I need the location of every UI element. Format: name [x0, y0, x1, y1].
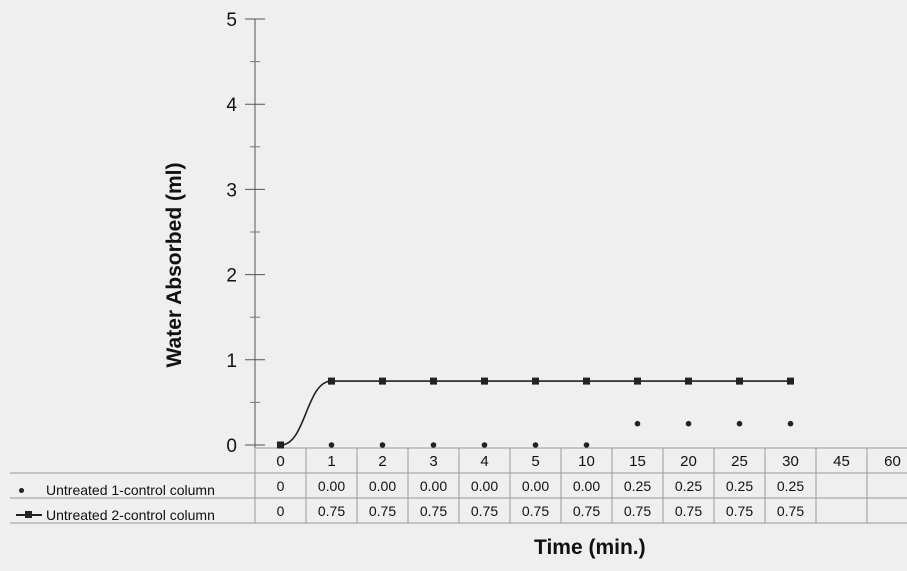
- data-point-square: [379, 377, 386, 385]
- x-tick-label: 60: [884, 453, 901, 470]
- data-point-dot: [634, 420, 641, 427]
- data-point-dot: [532, 442, 539, 448]
- legend-label-series-2: Untreated 2-control column: [46, 507, 215, 523]
- y-tick-label: 1: [226, 351, 237, 372]
- table-cell-value: 0.00: [522, 478, 549, 494]
- y-tick-label: 5: [226, 10, 237, 31]
- table-cell-value: 0.75: [522, 503, 549, 519]
- square-line-marker-icon: [16, 509, 42, 521]
- table-cell-value: 0.25: [726, 478, 753, 494]
- data-point-square: [481, 377, 488, 385]
- data-point-square: [736, 377, 743, 385]
- data-point-dot: [481, 442, 488, 448]
- x-tick-label: 3: [429, 453, 437, 470]
- table-cell-value: 0.75: [624, 503, 651, 519]
- data-point-dot: [328, 442, 335, 448]
- y-tick-label: 2: [226, 266, 237, 287]
- data-point-square: [277, 441, 284, 449]
- x-tick-label: 5: [531, 453, 539, 470]
- x-tick-label: 30: [782, 453, 799, 470]
- y-axis-label: Water Absorbed (ml): [163, 162, 186, 368]
- table-cell-value: 0.00: [318, 478, 345, 494]
- data-point-square: [532, 377, 539, 385]
- x-tick-label: 10: [578, 453, 595, 470]
- data-point-square: [634, 377, 641, 385]
- dot-marker-icon: [16, 484, 42, 496]
- data-point-dot: [379, 442, 386, 448]
- table-cell-value: 0.25: [675, 478, 702, 494]
- table-cell-value: 0.75: [726, 503, 753, 519]
- data-point-square: [583, 377, 590, 385]
- y-tick-label: 3: [226, 180, 237, 201]
- table-cell-value: 0.00: [420, 478, 447, 494]
- legend-label-series-1: Untreated 1-control column: [46, 482, 215, 498]
- series-line-2: [280, 380, 791, 446]
- data-point-square: [685, 377, 692, 385]
- legend-row-series-2: Untreated 2-control column: [16, 507, 215, 523]
- table-cell-value: 0.25: [624, 478, 651, 494]
- table-cell-value: 0.25: [777, 478, 804, 494]
- data-point-square: [787, 377, 794, 385]
- table-cell-value: 0.75: [318, 503, 345, 519]
- data-point-dot: [583, 442, 590, 448]
- x-tick-label: 25: [731, 453, 748, 470]
- y-tick-label: 0: [226, 436, 237, 457]
- table-cell-value: 0.00: [573, 478, 600, 494]
- y-tick-label: 4: [226, 95, 237, 116]
- data-point-dot: [787, 420, 794, 427]
- x-tick-label: 20: [680, 453, 697, 470]
- x-tick-label: 0: [276, 453, 284, 470]
- legend-row-series-1: Untreated 1-control column: [16, 482, 215, 498]
- y-axis-label-container: Water Absorbed (ml): [155, 163, 195, 368]
- table-cell-value: 0: [277, 478, 285, 494]
- table-cell-value: 0: [277, 503, 285, 519]
- table-cell-value: 0.75: [471, 503, 498, 519]
- table-cell-value: 0.00: [471, 478, 498, 494]
- table-cell-value: 0.75: [573, 503, 600, 519]
- x-axis-label: Time (min.): [534, 536, 646, 559]
- table-cell-value: 0.75: [420, 503, 447, 519]
- x-tick-label: 1: [327, 453, 335, 470]
- data-point-square: [328, 377, 335, 385]
- data-point-dot: [736, 420, 743, 427]
- x-tick-label: 4: [480, 453, 488, 470]
- data-point-dot: [430, 442, 437, 448]
- table-cell-value: 0.75: [675, 503, 702, 519]
- x-tick-label: 15: [629, 453, 646, 470]
- table-cell-value: 0.75: [369, 503, 396, 519]
- data-point-square: [430, 377, 437, 385]
- x-tick-label: 45: [833, 453, 850, 470]
- x-tick-label: 2: [378, 453, 386, 470]
- table-cell-value: 0.75: [777, 503, 804, 519]
- table-cell-value: 0.00: [369, 478, 396, 494]
- data-point-dot: [685, 420, 692, 427]
